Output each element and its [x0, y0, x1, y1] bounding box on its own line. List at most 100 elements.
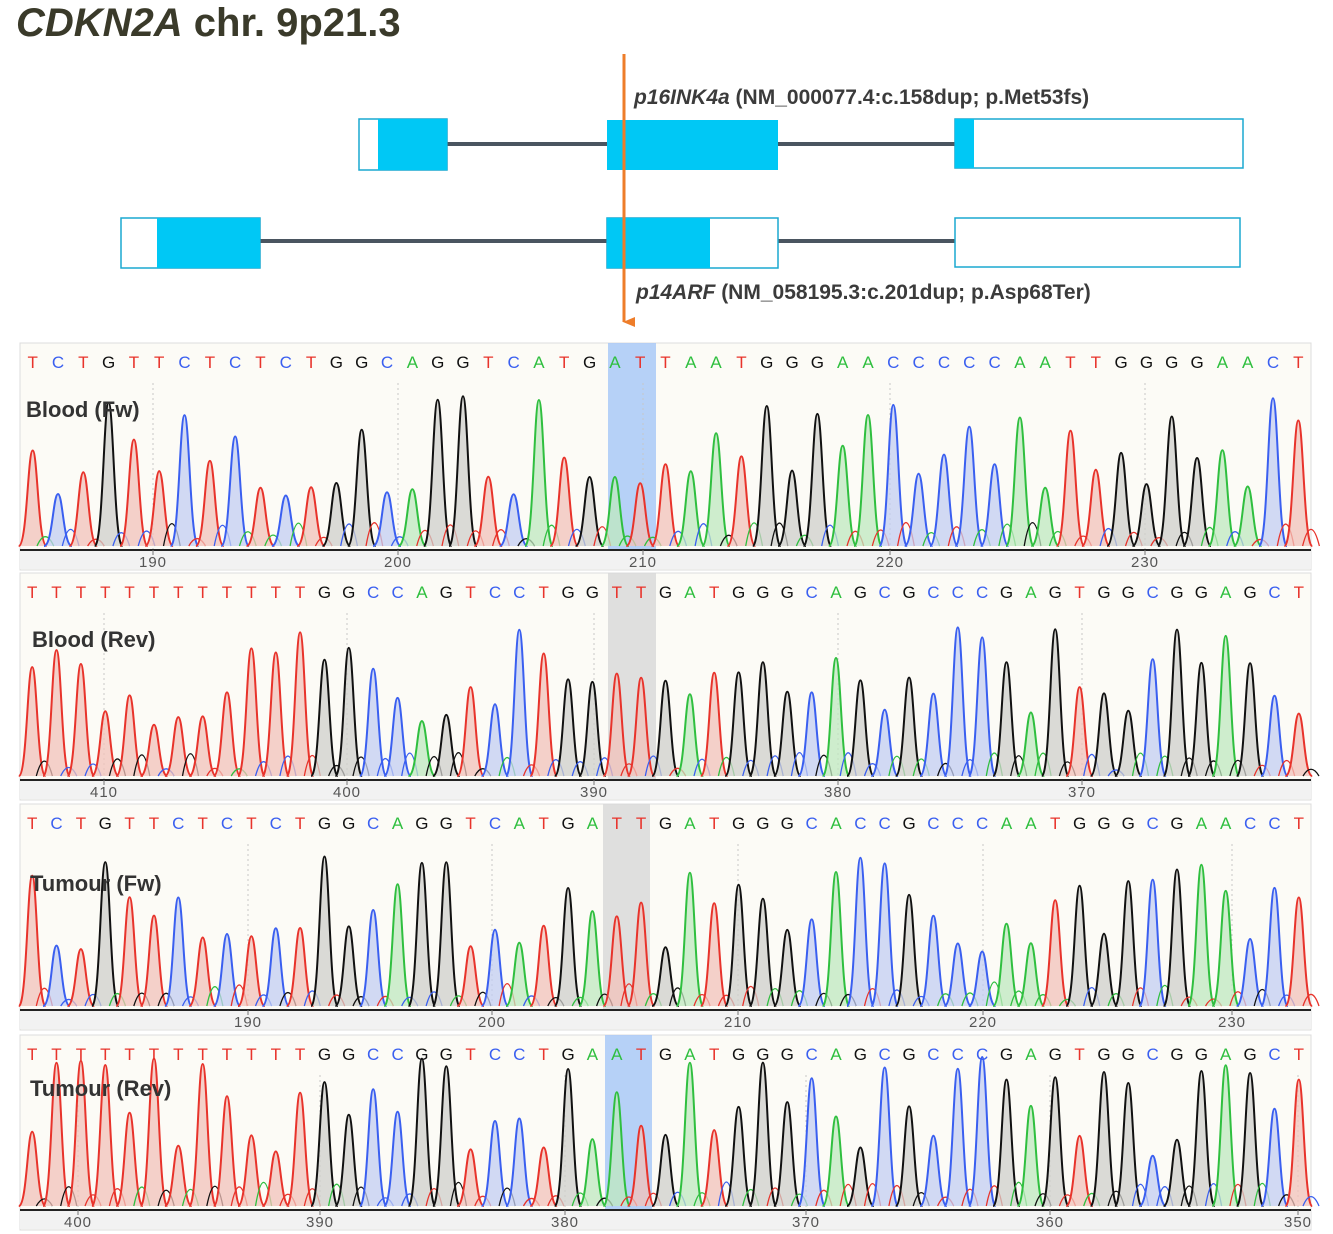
- base-call: T: [246, 814, 256, 833]
- axis-tick-label: 190: [234, 1014, 262, 1031]
- base-call: G: [756, 814, 769, 833]
- base-call: T: [78, 353, 88, 372]
- base-call: T: [222, 583, 232, 602]
- trace-peak: [139, 1057, 169, 1207]
- base-call: G: [586, 583, 599, 602]
- trace-peak: [894, 893, 924, 1007]
- base-call: T: [636, 1045, 646, 1064]
- base-call: G: [1122, 814, 1135, 833]
- trace-peak: [383, 1110, 412, 1207]
- trace-peak: [675, 693, 705, 777]
- axis-band: [20, 551, 1311, 569]
- base-call: G: [456, 353, 469, 372]
- axis-tick-label: 360: [1036, 1214, 1064, 1231]
- base-call: G: [659, 1045, 672, 1064]
- base-call: T: [539, 814, 549, 833]
- trace-peak: [119, 438, 149, 547]
- base-call: G: [342, 583, 355, 602]
- trace-peak: [431, 1065, 461, 1207]
- trace-peak: [1211, 889, 1241, 1007]
- base-call: G: [583, 353, 596, 372]
- base-call: C: [52, 353, 64, 372]
- trace-peaks: [17, 626, 1320, 777]
- base-call: C: [988, 353, 1000, 372]
- axis-tick-label: 380: [824, 784, 852, 801]
- trace-peak: [1113, 880, 1143, 1007]
- trace-peak: [751, 404, 782, 547]
- trace-peak: [66, 662, 96, 777]
- trace-peaks: [17, 395, 1321, 547]
- trace-peak: [310, 658, 339, 777]
- trace-peak: [237, 647, 266, 777]
- trace-peak: [797, 691, 826, 777]
- trace-peak: [480, 1119, 510, 1207]
- trace-peak: [407, 861, 437, 1007]
- trace-noise: [1302, 1196, 1320, 1207]
- base-call: T: [271, 583, 281, 602]
- trace-peak: [346, 428, 377, 547]
- trace-peak: [1065, 1134, 1094, 1207]
- trace-peak: [1065, 686, 1094, 777]
- base-call: C: [367, 583, 379, 602]
- trace-peak: [237, 935, 266, 1007]
- transcript-p14arf: [120, 217, 1241, 269]
- trace-peak: [139, 723, 168, 777]
- base-call: G: [318, 583, 331, 602]
- trace-peak: [1030, 486, 1061, 547]
- base-call: G: [440, 814, 453, 833]
- trace-peak: [448, 395, 478, 547]
- trace-peak: [212, 691, 242, 777]
- trace-peak: [1187, 863, 1216, 1007]
- trace-peak: [821, 656, 851, 777]
- base-call: A: [837, 353, 849, 372]
- base-call: T: [198, 814, 208, 833]
- trace-peak: [261, 651, 291, 777]
- trace-peak: [372, 491, 402, 547]
- base-call: G: [659, 814, 672, 833]
- base-call: G: [440, 583, 453, 602]
- base-call: G: [760, 353, 773, 372]
- trace-peak: [499, 493, 529, 547]
- axis-tick-label: 220: [876, 554, 904, 571]
- trace-peak: [919, 1134, 948, 1207]
- axis-tick-label: 380: [551, 1214, 579, 1231]
- base-call: G: [330, 353, 343, 372]
- trace-peak: [1138, 878, 1168, 1007]
- trace-peak: [66, 948, 96, 1007]
- base-call: T: [205, 353, 215, 372]
- base-call: G: [1122, 1045, 1135, 1064]
- trace-peak: [675, 1061, 705, 1207]
- base-call: T: [295, 583, 305, 602]
- base-call: G: [1170, 583, 1183, 602]
- trace-peak: [748, 897, 778, 1007]
- trace-peak: [553, 678, 583, 777]
- base-call: T: [612, 583, 622, 602]
- base-call: C: [952, 583, 964, 602]
- trace-peak: [1138, 658, 1168, 777]
- trace-peak: [821, 870, 851, 1007]
- base-call: C: [1268, 583, 1280, 602]
- base-call: C: [280, 353, 292, 372]
- base-call: T: [198, 583, 208, 602]
- base-call: C: [489, 583, 501, 602]
- base-call: C: [367, 1045, 379, 1064]
- base-call: T: [295, 1045, 305, 1064]
- base-call: G: [1243, 1045, 1256, 1064]
- base-call: G: [902, 814, 915, 833]
- base-call: C: [513, 583, 525, 602]
- base-call: C: [221, 814, 233, 833]
- base-call: G: [811, 353, 824, 372]
- trace-peak: [66, 1059, 96, 1207]
- base-call: A: [830, 814, 842, 833]
- base-call: C: [976, 814, 988, 833]
- base-call: C: [1267, 353, 1279, 372]
- base-call: C: [879, 583, 891, 602]
- base-call: G: [902, 1045, 915, 1064]
- base-call: T: [100, 583, 110, 602]
- base-call: A: [830, 583, 842, 602]
- base-call: T: [736, 353, 746, 372]
- base-call: T: [198, 1045, 208, 1064]
- axis-tick-label: 210: [724, 1014, 752, 1031]
- trace-noise: [1301, 528, 1321, 547]
